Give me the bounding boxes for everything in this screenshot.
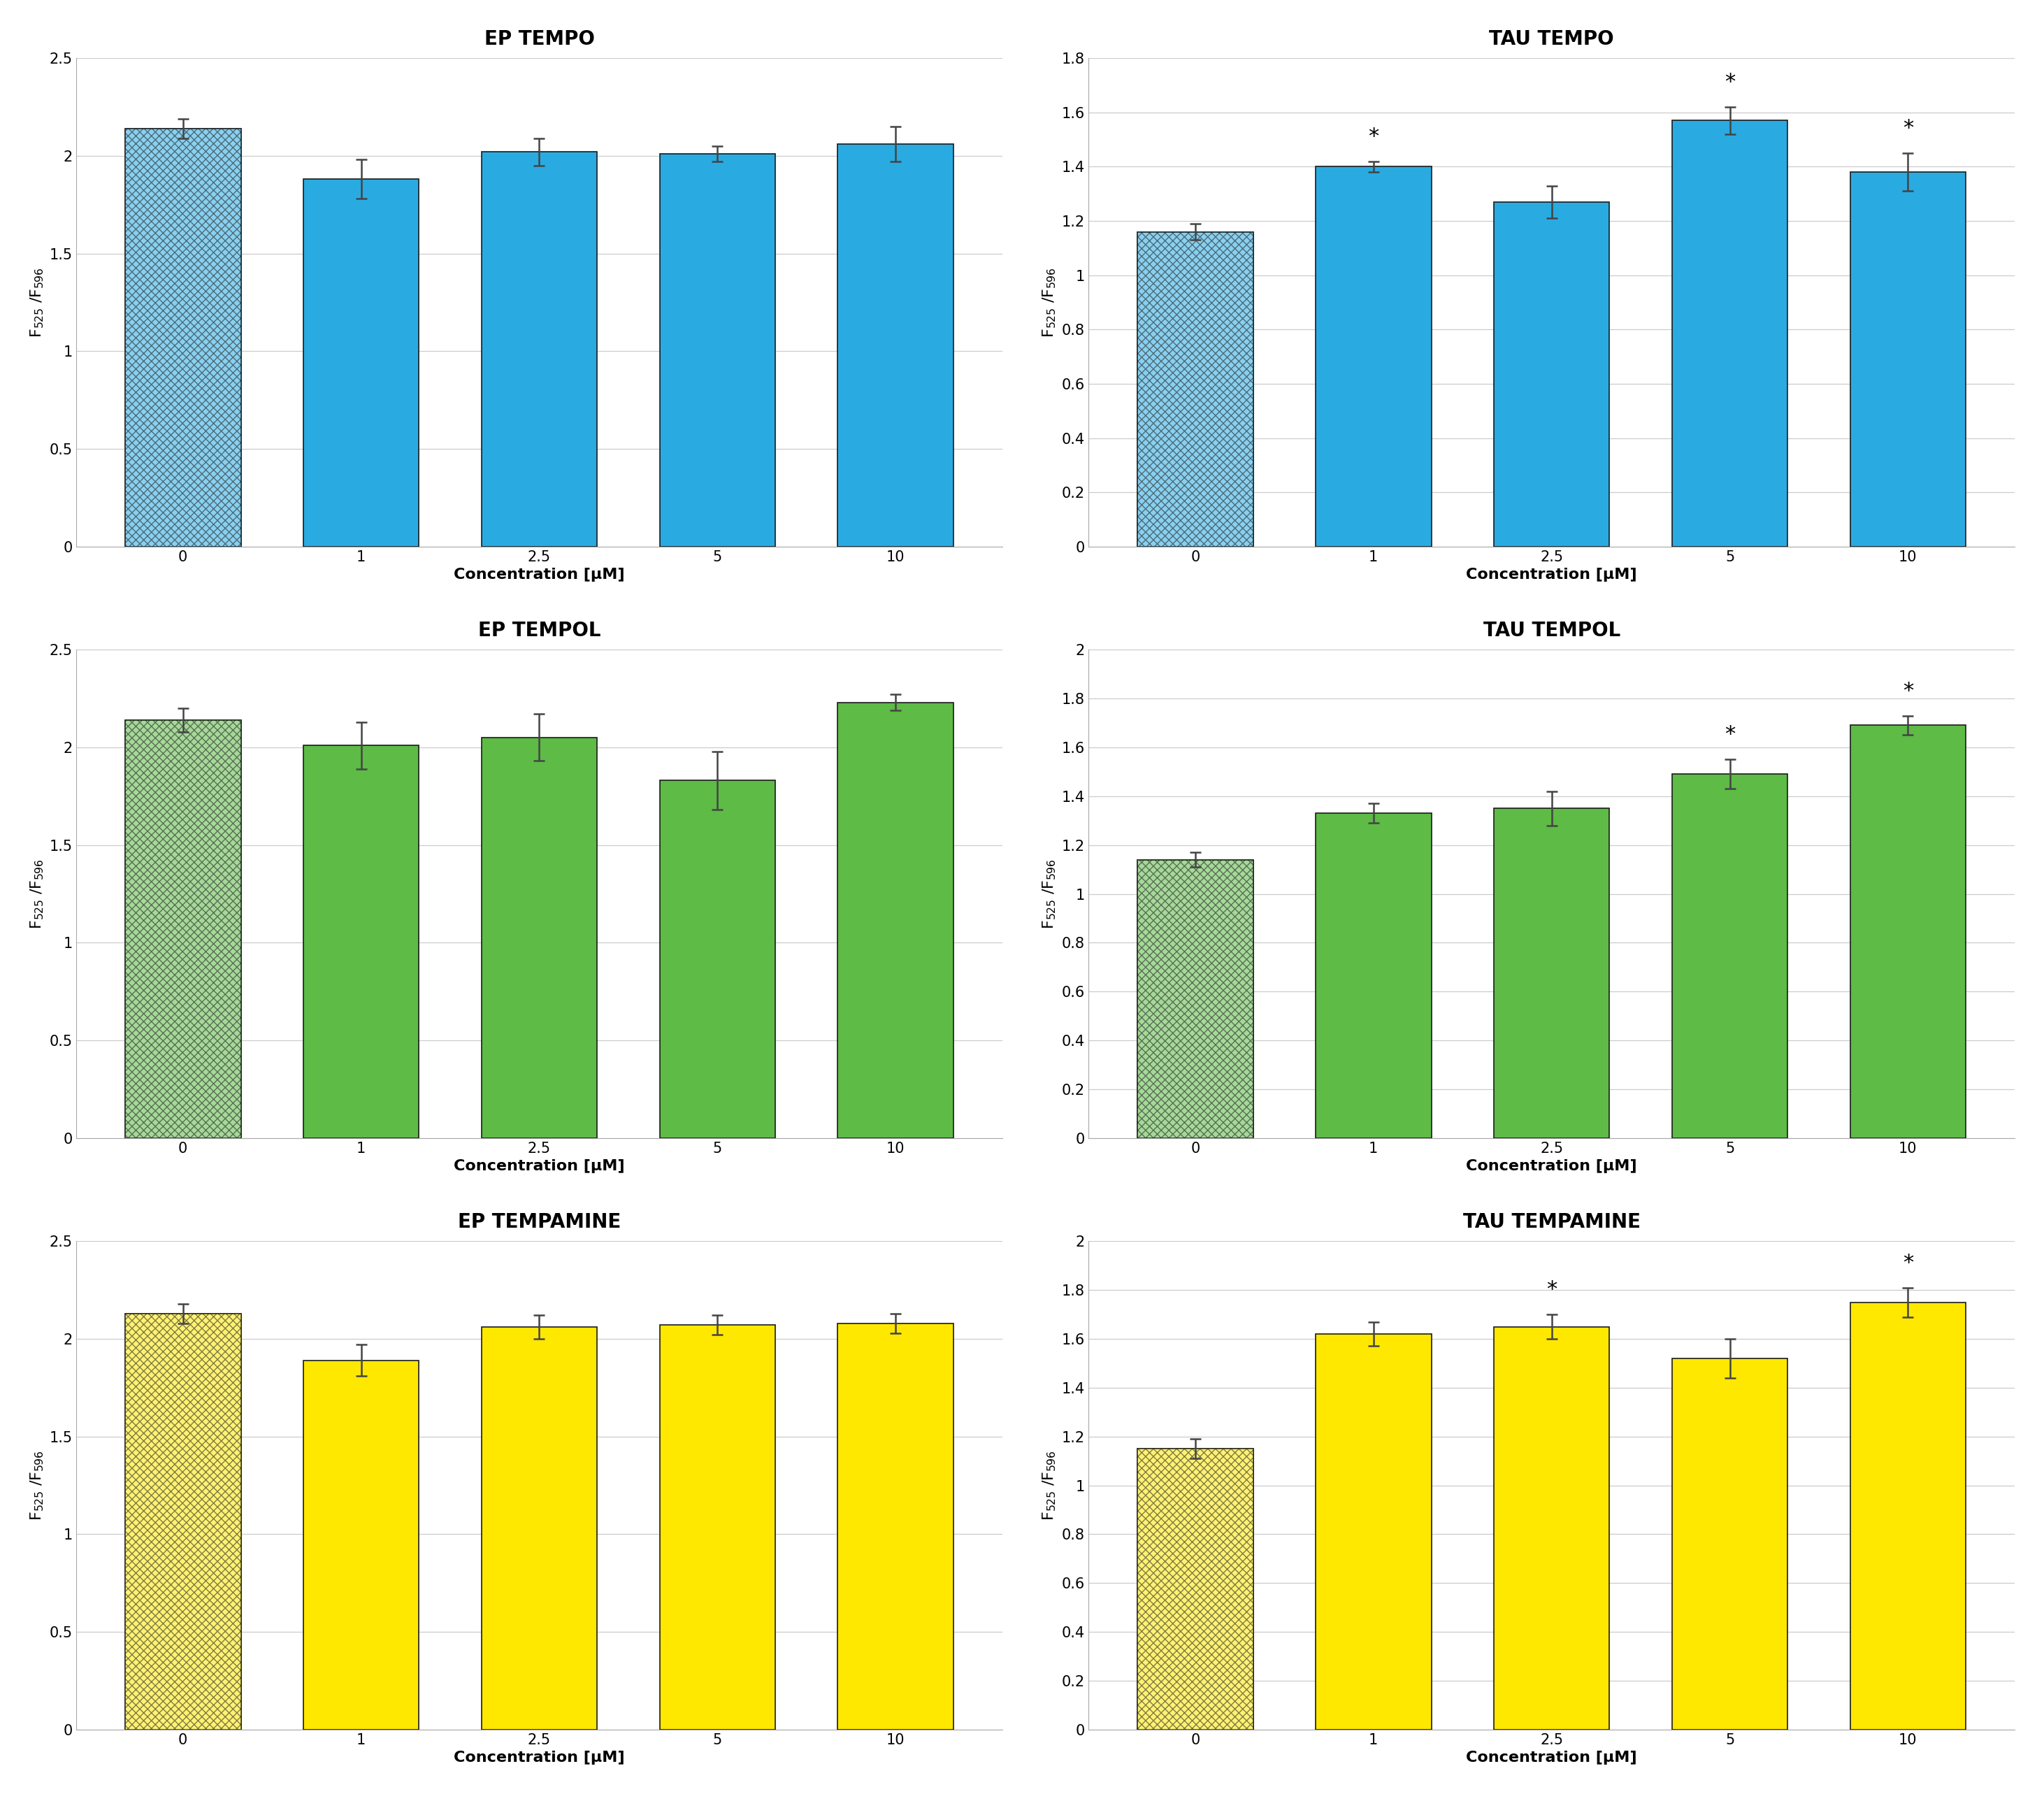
X-axis label: Concentration [μM]: Concentration [μM] — [1466, 1751, 1637, 1765]
Title: TAU TEMPAMINE: TAU TEMPAMINE — [1464, 1213, 1641, 1232]
Text: *: * — [1547, 1279, 1558, 1301]
X-axis label: Concentration [μM]: Concentration [μM] — [454, 1751, 625, 1765]
Y-axis label: F$_{525}$ /F$_{596}$: F$_{525}$ /F$_{596}$ — [29, 859, 45, 929]
Text: *: * — [1725, 725, 1735, 745]
Text: *: * — [1903, 680, 1913, 701]
Bar — [1672, 120, 1788, 547]
Bar — [125, 1313, 241, 1729]
Bar — [482, 1328, 597, 1729]
Bar — [1136, 1450, 1253, 1729]
Bar — [660, 1326, 775, 1729]
Bar — [125, 1313, 241, 1729]
Bar — [1136, 1450, 1253, 1729]
Bar — [1494, 809, 1609, 1137]
Bar — [660, 154, 775, 547]
Bar — [838, 144, 955, 547]
Bar — [1494, 1326, 1609, 1729]
Bar — [125, 719, 241, 1137]
Text: *: * — [1903, 1252, 1913, 1274]
Bar — [303, 1360, 419, 1729]
X-axis label: Concentration [μM]: Concentration [μM] — [454, 569, 625, 581]
Y-axis label: F$_{525}$ /F$_{596}$: F$_{525}$ /F$_{596}$ — [1040, 1450, 1059, 1521]
Bar — [1316, 813, 1431, 1137]
Bar — [1136, 231, 1253, 547]
Title: EP TEMPOL: EP TEMPOL — [478, 621, 601, 640]
Bar — [125, 129, 241, 547]
X-axis label: Concentration [μM]: Concentration [μM] — [454, 1159, 625, 1173]
Bar — [303, 179, 419, 547]
Bar — [1672, 775, 1788, 1137]
Bar — [482, 152, 597, 547]
Bar — [1672, 1358, 1788, 1729]
Y-axis label: F$_{525}$ /F$_{596}$: F$_{525}$ /F$_{596}$ — [1040, 859, 1059, 929]
Bar — [1850, 172, 1966, 547]
Bar — [125, 719, 241, 1137]
Title: TAU TEMPOL: TAU TEMPOL — [1484, 621, 1621, 640]
Title: TAU TEMPO: TAU TEMPO — [1490, 29, 1615, 48]
Text: *: * — [1725, 72, 1735, 91]
Title: EP TEMPO: EP TEMPO — [484, 29, 595, 48]
Y-axis label: F$_{525}$ /F$_{596}$: F$_{525}$ /F$_{596}$ — [1040, 267, 1059, 337]
Bar — [1494, 203, 1609, 547]
Bar — [1316, 1335, 1431, 1729]
Bar — [482, 737, 597, 1137]
Y-axis label: F$_{525}$ /F$_{596}$: F$_{525}$ /F$_{596}$ — [29, 1450, 45, 1521]
Y-axis label: F$_{525}$ /F$_{596}$: F$_{525}$ /F$_{596}$ — [29, 267, 45, 337]
Bar — [838, 703, 955, 1137]
Bar — [1316, 167, 1431, 547]
Text: *: * — [1367, 126, 1380, 147]
Bar — [838, 1324, 955, 1729]
Text: *: * — [1903, 118, 1913, 138]
Bar — [125, 129, 241, 547]
Bar — [1136, 859, 1253, 1137]
Bar — [1850, 1302, 1966, 1729]
Bar — [660, 780, 775, 1137]
Bar — [303, 745, 419, 1137]
Bar — [1136, 231, 1253, 547]
Bar — [1136, 859, 1253, 1137]
Bar — [1850, 725, 1966, 1137]
X-axis label: Concentration [μM]: Concentration [μM] — [1466, 569, 1637, 581]
Title: EP TEMPAMINE: EP TEMPAMINE — [458, 1213, 621, 1232]
X-axis label: Concentration [μM]: Concentration [μM] — [1466, 1159, 1637, 1173]
